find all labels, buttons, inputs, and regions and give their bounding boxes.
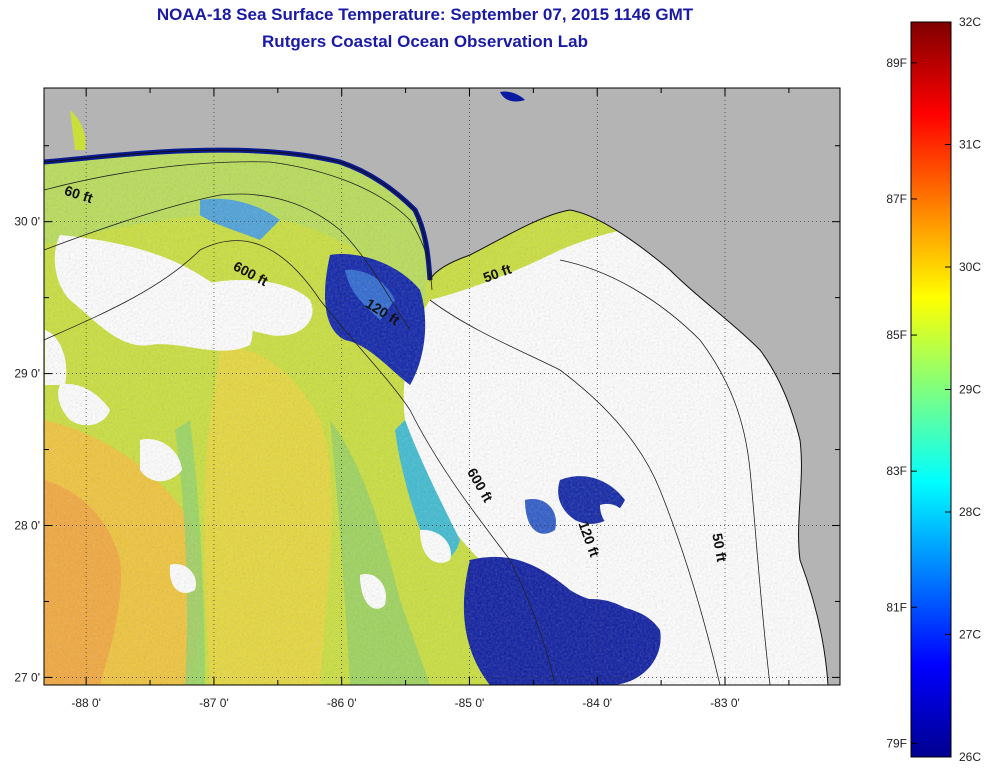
lon-tick-label: -87 0' [199, 696, 229, 710]
colorbar-label-celsius: 31C [959, 138, 981, 152]
lat-tick-label: 30 0' [14, 215, 40, 229]
lon-tick-label: -85 0' [455, 696, 485, 710]
contour-60ft [44, 161, 433, 291]
contour-120ft-north [44, 193, 411, 331]
lat-tick-label: 27 0' [14, 670, 40, 684]
colorbar-label-celsius: 28C [959, 505, 981, 519]
lake-inland [500, 91, 525, 102]
lat-tick-label: 28 0' [14, 518, 40, 532]
colorbar-label-celsius: 27C [959, 628, 981, 642]
lat-tick-label: 29 0' [14, 367, 40, 381]
colorbar-label-fahrenheit: 85F [886, 328, 907, 342]
contour-50ft [559, 259, 771, 685]
colorbar-label-celsius: 30C [959, 260, 981, 274]
lon-tick-label: -86 0' [327, 696, 357, 710]
colorbar-label-fahrenheit: 79F [886, 736, 907, 750]
colorbar-label-fahrenheit: 81F [886, 600, 907, 614]
gridlines [44, 88, 840, 685]
map-frame [43, 87, 841, 686]
latitude-labels: 30 0' 29 0' 28 0' 27 0' [14, 215, 40, 685]
colorbar-label-fahrenheit: 87F [886, 192, 907, 206]
bay-inlet [70, 110, 86, 150]
contour-600ft [44, 240, 556, 685]
colorbar-label-celsius: 26C [959, 750, 981, 764]
axis-ticks [44, 88, 840, 685]
colorbar-gradient [910, 21, 952, 758]
map-title: NOAA-18 Sea Surface Temperature: Septemb… [156, 5, 694, 24]
coastline [44, 149, 829, 685]
contour-120ft-south [429, 299, 721, 685]
colorbar-label-celsius: 29C [959, 383, 981, 397]
lon-tick-label: -83 0' [710, 696, 740, 710]
colorbar-ticks: 32C 31C 30C 29C 28C 27C 26C 89F 87F 85F 83F 81F 79F [886, 15, 981, 764]
colorbar-label-fahrenheit: 89F [886, 56, 907, 70]
lon-tick-label: -88 0' [71, 696, 101, 710]
land-florida-panhandle [44, 88, 840, 685]
lon-tick-label: -84 0' [582, 696, 612, 710]
longitude-labels: -88 0' -87 0' -86 0' -85 0' -84 0' -83 0' [71, 696, 740, 710]
contour-label: 50 ft [709, 532, 730, 563]
colorbar-label-celsius: 32C [959, 15, 981, 29]
map-subtitle: Rutgers Coastal Ocean Observation Lab [262, 32, 588, 51]
colorbar-label-fahrenheit: 83F [886, 464, 907, 478]
